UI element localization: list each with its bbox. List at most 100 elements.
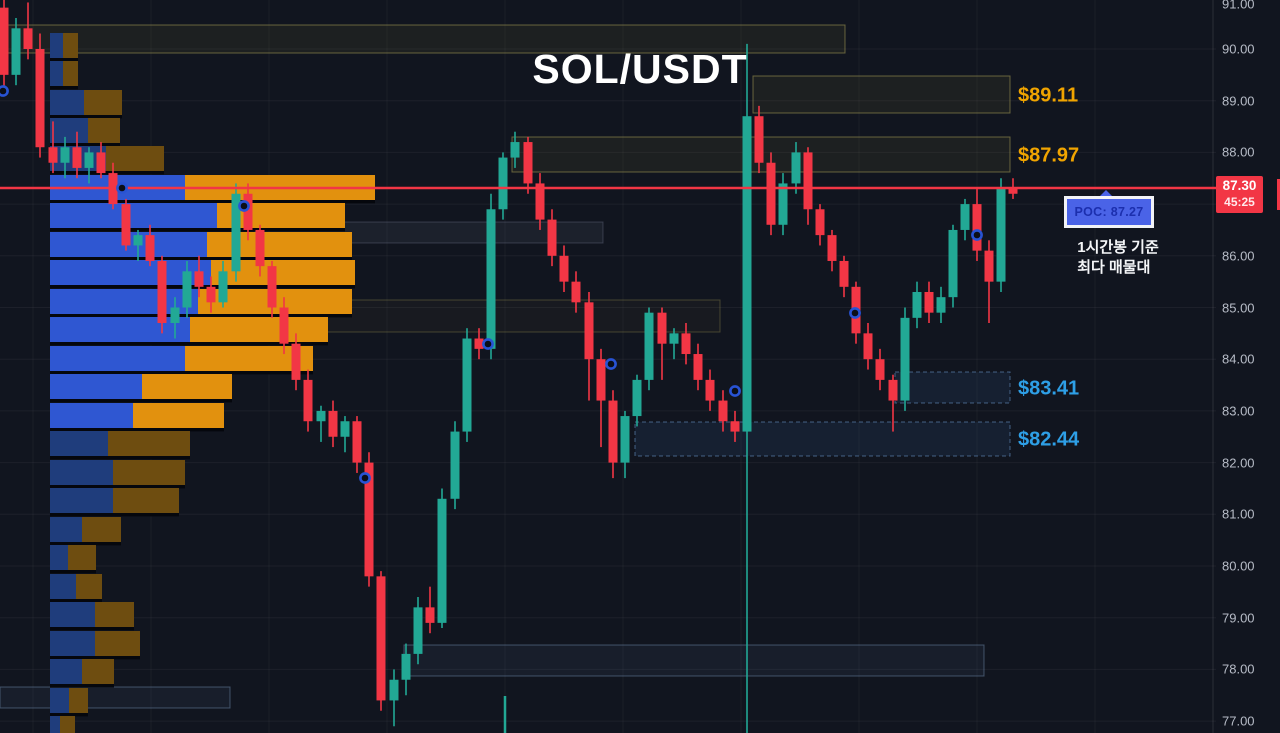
candle-up <box>84 152 94 168</box>
candle-down <box>681 333 691 355</box>
candle-down <box>425 607 435 623</box>
candle-up <box>936 297 946 313</box>
profile-buy-bar <box>50 33 63 58</box>
candle-down <box>766 162 776 225</box>
candle-down <box>875 359 885 380</box>
profile-buy-bar <box>50 90 84 115</box>
candle-down <box>255 229 265 267</box>
candle-down <box>291 343 301 380</box>
profile-buy-bar <box>50 574 76 599</box>
candle-down <box>96 152 106 174</box>
candle-up <box>437 498 447 623</box>
poc-caret-icon <box>1099 190 1113 197</box>
candle-up <box>791 152 801 184</box>
candle-down <box>924 291 934 313</box>
profile-sell-bar <box>190 317 328 342</box>
profile-sell-bar <box>133 403 224 428</box>
candle-up <box>340 421 350 437</box>
candle-down <box>705 379 715 401</box>
candle-down <box>815 209 825 236</box>
profile-sell-bar <box>68 545 96 570</box>
zone-price-label: $87.97 <box>1018 144 1080 166</box>
axis-tick-label: 89.00 <box>1222 93 1255 109</box>
candle-down <box>157 260 167 324</box>
candle-up <box>632 379 642 417</box>
event-marker-icon <box>605 358 617 370</box>
candle-up <box>401 653 411 680</box>
candle-up <box>948 229 958 298</box>
profile-buy-bar <box>50 545 68 570</box>
candle-down <box>48 147 58 163</box>
candle-up <box>486 209 496 349</box>
candle-down <box>72 147 82 168</box>
event-marker-icon <box>0 85 9 97</box>
candle-up <box>218 271 228 303</box>
poc-tooltip: POC: 87.27 <box>1064 196 1154 228</box>
profile-buy-bar <box>50 716 60 733</box>
profile-buy-bar <box>50 631 95 656</box>
profile-buy-bar <box>50 346 185 371</box>
candle-down <box>206 286 216 303</box>
candle-down <box>23 28 33 49</box>
candle-up <box>316 410 326 422</box>
axis-tick-label: 79.00 <box>1222 610 1255 626</box>
candle-up <box>742 116 752 432</box>
profile-buy-bar <box>50 118 88 143</box>
candle-down <box>35 49 45 148</box>
profile-sell-bar <box>95 631 140 656</box>
zone-price-label: $83.41 <box>1018 377 1080 399</box>
profile-sell-bar <box>108 431 190 456</box>
symbol-title: SOL/USDT <box>532 46 748 92</box>
candle-down <box>596 359 606 401</box>
price-zone <box>0 686 231 709</box>
profile-buy-bar <box>50 460 113 485</box>
candle-down <box>827 235 837 261</box>
price-zone <box>7 24 846 54</box>
candle-up <box>498 157 508 210</box>
candle-up <box>413 607 423 654</box>
profile-buy-bar <box>50 61 63 86</box>
candle-countdown: 45:25 <box>1224 194 1255 209</box>
axis-tick-label: 85.00 <box>1222 300 1255 315</box>
candle-up <box>669 333 679 344</box>
candle-down <box>657 312 667 344</box>
profile-sell-bar <box>60 716 75 733</box>
candle-down <box>984 250 994 282</box>
candle-down <box>559 255 569 282</box>
candle-down <box>376 576 386 701</box>
candle-down <box>754 116 764 163</box>
profile-sell-bar <box>63 33 78 58</box>
axis-tick-label: 88.00 <box>1222 144 1255 160</box>
candle-down <box>730 421 740 432</box>
current-price-tag: 87.30 45:25 <box>1216 176 1263 213</box>
candle-down <box>584 302 594 360</box>
poc-annotation-text: 1시간봉 기준 최다 매물대 <box>1077 238 1159 278</box>
candle-down <box>352 421 362 463</box>
profile-sell-bar <box>84 90 122 115</box>
axis-tick-label: 80.00 <box>1222 558 1255 574</box>
price-zone <box>634 421 1011 457</box>
profile-sell-bar <box>88 118 120 143</box>
candle-down <box>328 410 338 437</box>
profile-sell-bar <box>207 232 352 257</box>
candle-down <box>194 271 204 287</box>
poc-annotation-line1: 1시간봉 기준 <box>1077 239 1159 256</box>
profile-sell-bar <box>106 146 164 171</box>
profile-sell-bar <box>63 61 78 86</box>
zone-price-label: $82.44 <box>1018 428 1080 451</box>
event-marker-icon <box>729 385 741 397</box>
candle-down <box>243 193 253 230</box>
candle-up <box>389 679 399 701</box>
supply-demand-zones <box>0 24 1011 709</box>
candle-up <box>778 183 788 225</box>
axis-tick-label: 81.00 <box>1222 506 1255 522</box>
candle-up <box>510 142 520 158</box>
event-marker-icon <box>482 338 494 350</box>
candle-down <box>863 333 873 360</box>
candle-up <box>462 338 472 432</box>
event-marker-icon <box>359 472 371 484</box>
candle-down <box>535 183 545 220</box>
profile-sell-bar <box>95 602 134 627</box>
